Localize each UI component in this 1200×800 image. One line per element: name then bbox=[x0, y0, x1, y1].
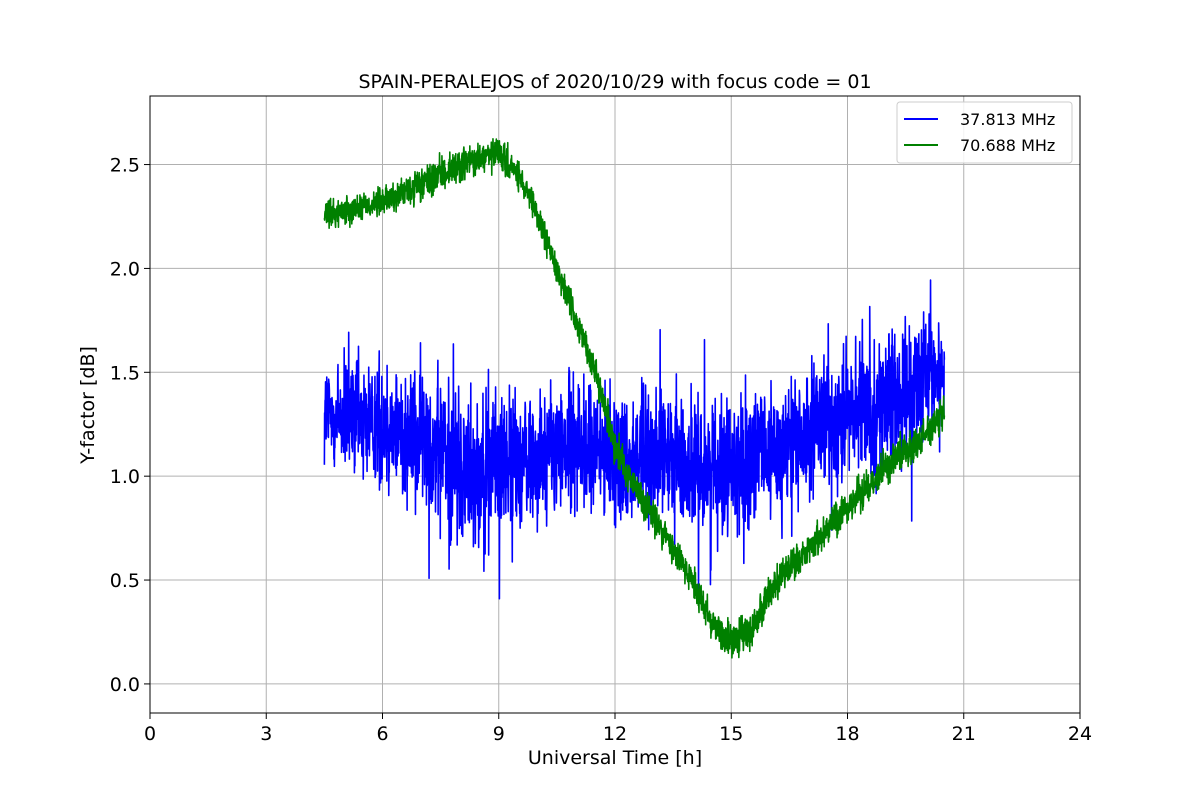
series-line-70-688-mhz bbox=[323, 137, 946, 659]
x-tick-label: 21 bbox=[952, 723, 976, 745]
y-tick-label: 0.0 bbox=[110, 674, 140, 696]
legend-label-70-688: 70.688 MHz bbox=[960, 136, 1055, 155]
x-tick-label: 0 bbox=[144, 723, 156, 745]
y-tick-label: 2.0 bbox=[110, 258, 140, 280]
y-axis-ticks: 0.0 0.5 1.0 1.5 2.0 2.5 bbox=[110, 155, 150, 696]
x-axis-ticks: 0 3 6 9 12 15 18 21 24 bbox=[144, 713, 1092, 745]
legend-label-37-813: 37.813 MHz bbox=[960, 110, 1055, 129]
y-tick-label: 1.0 bbox=[110, 466, 140, 488]
y-tick-label: 2.5 bbox=[110, 155, 140, 177]
x-tick-label: 3 bbox=[260, 723, 272, 745]
y-tick-label: 1.5 bbox=[110, 362, 140, 384]
x-tick-label: 6 bbox=[376, 723, 388, 745]
x-tick-label: 15 bbox=[719, 723, 743, 745]
x-tick-label: 18 bbox=[835, 723, 859, 745]
x-axis-label: Universal Time [h] bbox=[528, 747, 702, 769]
y-tick-label: 0.5 bbox=[110, 570, 140, 592]
x-tick-label: 9 bbox=[493, 723, 505, 745]
y-axis-label: Y-factor [dB] bbox=[77, 346, 99, 465]
legend: 37.813 MHz 70.688 MHz bbox=[896, 101, 1073, 164]
legend-box bbox=[896, 101, 1073, 164]
chart-title: SPAIN-PERALEJOS of 2020/10/29 with focus… bbox=[358, 71, 871, 93]
series-layer bbox=[323, 137, 946, 659]
x-tick-label: 24 bbox=[1068, 723, 1092, 745]
x-tick-label: 12 bbox=[603, 723, 627, 745]
